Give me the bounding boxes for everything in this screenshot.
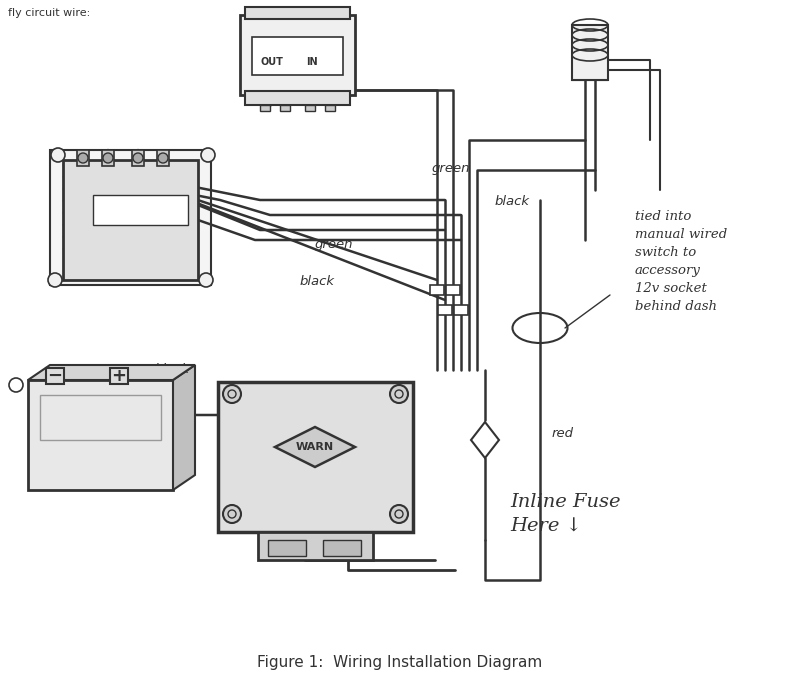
Text: red: red (552, 427, 574, 440)
Bar (252, 37, 343, 75)
Bar (40, 395, 161, 440)
Circle shape (48, 273, 62, 287)
Text: green: green (315, 238, 354, 251)
Text: −: − (47, 367, 62, 385)
Circle shape (390, 385, 408, 403)
Text: black: black (495, 195, 530, 208)
Bar (240, 15, 355, 95)
Bar (93, 195, 188, 225)
Bar (110, 368, 128, 384)
Circle shape (201, 148, 215, 162)
Bar (258, 532, 373, 560)
Bar (280, 105, 290, 111)
Circle shape (223, 505, 241, 523)
Bar (157, 150, 169, 166)
Bar (430, 285, 444, 295)
Bar (572, 25, 608, 80)
Text: Figure 1:  Wiring Installation Diagram: Figure 1: Wiring Installation Diagram (258, 655, 542, 670)
Bar (446, 285, 460, 295)
Polygon shape (275, 427, 355, 467)
Bar (77, 150, 89, 166)
Circle shape (78, 153, 88, 163)
Bar (245, 91, 350, 105)
Bar (50, 150, 211, 285)
Bar (454, 305, 468, 315)
Text: WARN: WARN (296, 442, 334, 452)
Bar (28, 380, 173, 490)
Text: black: black (300, 275, 335, 288)
Bar (260, 105, 270, 111)
Circle shape (51, 148, 65, 162)
Text: IN: IN (306, 57, 318, 67)
Bar (438, 305, 452, 315)
Text: black: black (155, 363, 190, 376)
Circle shape (390, 505, 408, 523)
Circle shape (223, 385, 241, 403)
Bar (268, 540, 306, 556)
Circle shape (133, 153, 143, 163)
Circle shape (9, 378, 23, 392)
Text: +: + (111, 367, 126, 385)
Polygon shape (173, 365, 195, 490)
Text: green: green (432, 162, 470, 175)
Text: Inline Fuse
Here ↓: Inline Fuse Here ↓ (510, 493, 621, 535)
Bar (323, 540, 361, 556)
Bar (63, 160, 198, 280)
Bar (132, 150, 144, 166)
Polygon shape (471, 422, 499, 458)
Text: fly circuit wire:: fly circuit wire: (8, 8, 90, 18)
Text: tied into
manual wired
switch to
accessory
12v socket
behind dash: tied into manual wired switch to accesso… (635, 210, 727, 313)
Bar (46, 368, 64, 384)
Circle shape (103, 153, 113, 163)
Bar (305, 105, 315, 111)
Polygon shape (28, 365, 195, 380)
Bar (245, 7, 350, 19)
Bar (325, 105, 335, 111)
Bar (218, 382, 413, 532)
Bar (102, 150, 114, 166)
Text: OUT: OUT (261, 57, 283, 67)
Circle shape (158, 153, 168, 163)
Circle shape (199, 273, 213, 287)
